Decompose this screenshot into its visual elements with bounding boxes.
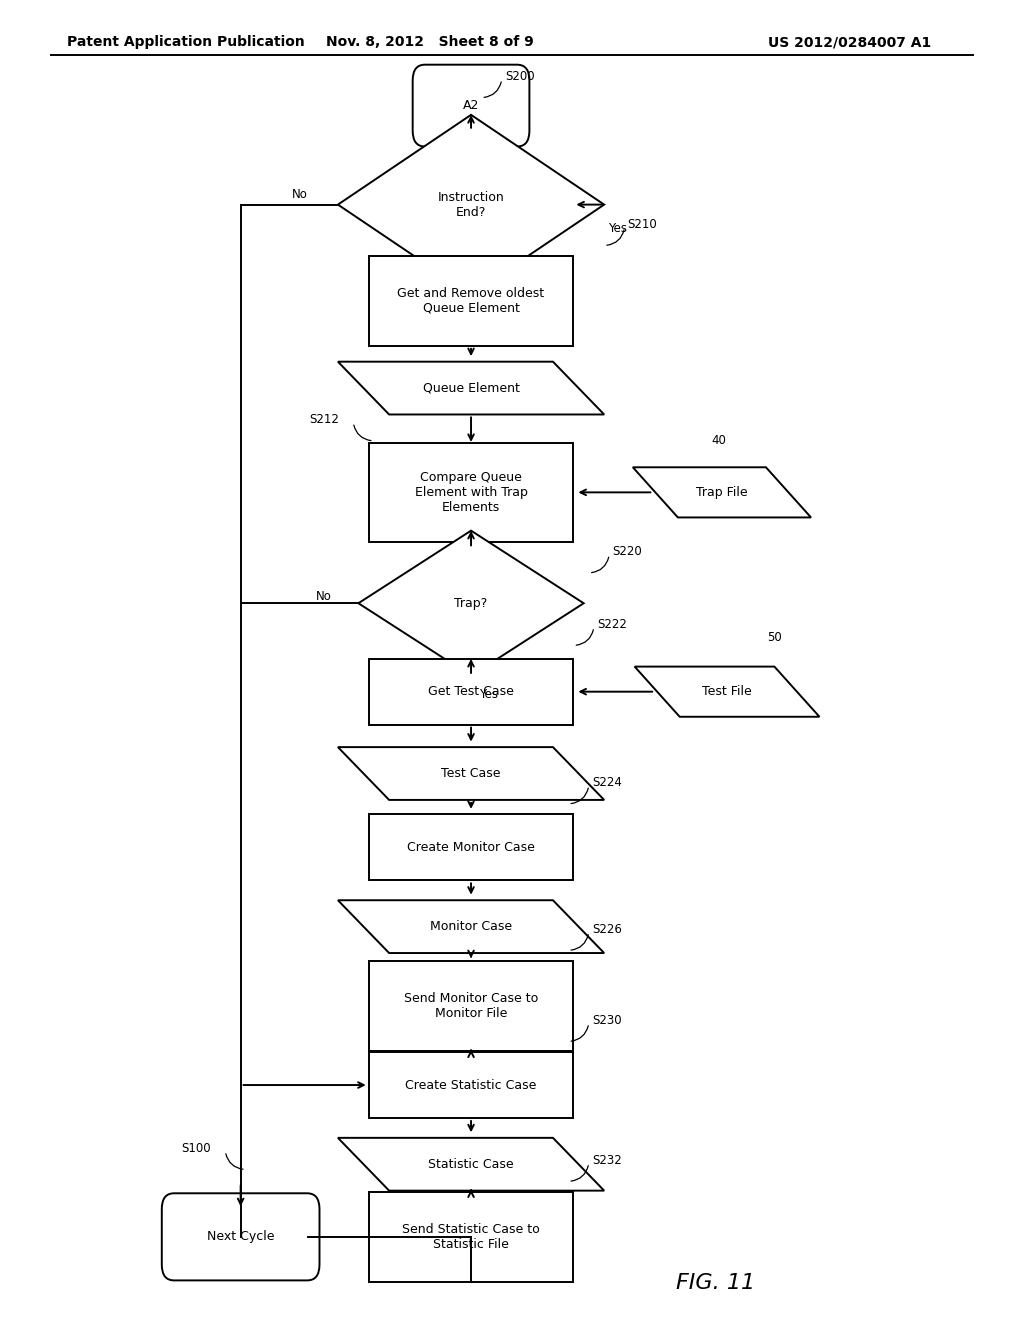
Text: Nov. 8, 2012   Sheet 8 of 9: Nov. 8, 2012 Sheet 8 of 9 [327, 36, 534, 49]
Text: Statistic Case: Statistic Case [428, 1158, 514, 1171]
Text: S100: S100 [181, 1142, 211, 1155]
FancyBboxPatch shape [369, 814, 573, 880]
FancyBboxPatch shape [369, 1052, 573, 1118]
FancyBboxPatch shape [369, 444, 573, 541]
Text: Send Statistic Case to
Statistic File: Send Statistic Case to Statistic File [402, 1222, 540, 1251]
FancyBboxPatch shape [369, 659, 573, 725]
Text: Patent Application Publication: Patent Application Publication [67, 36, 304, 49]
FancyBboxPatch shape [369, 961, 573, 1051]
Text: FIG. 11: FIG. 11 [676, 1272, 755, 1294]
Polygon shape [338, 1138, 604, 1191]
Polygon shape [635, 667, 819, 717]
Text: Queue Element: Queue Element [423, 381, 519, 395]
Text: Test Case: Test Case [441, 767, 501, 780]
Text: Monitor Case: Monitor Case [430, 920, 512, 933]
Text: S210: S210 [628, 218, 657, 231]
FancyBboxPatch shape [369, 256, 573, 346]
Text: S222: S222 [597, 618, 627, 631]
Text: Create Statistic Case: Create Statistic Case [406, 1078, 537, 1092]
Text: 50: 50 [767, 631, 781, 644]
Text: S200: S200 [505, 70, 535, 83]
Text: Get Test Case: Get Test Case [428, 685, 514, 698]
Text: Trap?: Trap? [455, 597, 487, 610]
Text: No: No [292, 187, 308, 201]
Text: S232: S232 [592, 1154, 622, 1167]
Text: Trap File: Trap File [696, 486, 748, 499]
Text: Instruction
End?: Instruction End? [437, 190, 505, 219]
Text: Create Monitor Case: Create Monitor Case [408, 841, 535, 854]
Text: Yes: Yes [608, 222, 628, 235]
Text: A2: A2 [463, 99, 479, 112]
Text: Send Monitor Case to
Monitor File: Send Monitor Case to Monitor File [403, 991, 539, 1020]
FancyBboxPatch shape [162, 1193, 319, 1280]
Text: Compare Queue
Element with Trap
Elements: Compare Queue Element with Trap Elements [415, 471, 527, 513]
FancyBboxPatch shape [369, 1192, 573, 1282]
Text: S212: S212 [309, 413, 339, 426]
Text: S226: S226 [592, 923, 622, 936]
Polygon shape [338, 747, 604, 800]
Polygon shape [338, 115, 604, 294]
Text: Yes: Yes [479, 688, 499, 701]
Text: 40: 40 [712, 434, 727, 447]
FancyBboxPatch shape [413, 65, 529, 147]
Text: Test File: Test File [702, 685, 752, 698]
Text: US 2012/0284007 A1: US 2012/0284007 A1 [768, 36, 931, 49]
Text: S224: S224 [592, 776, 622, 789]
Text: Get and Remove oldest
Queue Element: Get and Remove oldest Queue Element [397, 286, 545, 315]
Text: S230: S230 [592, 1014, 622, 1027]
Text: S220: S220 [612, 545, 642, 558]
Text: No: No [315, 590, 332, 603]
Polygon shape [338, 900, 604, 953]
Polygon shape [633, 467, 811, 517]
Text: Next Cycle: Next Cycle [207, 1230, 274, 1243]
Polygon shape [358, 531, 584, 676]
Polygon shape [338, 362, 604, 414]
